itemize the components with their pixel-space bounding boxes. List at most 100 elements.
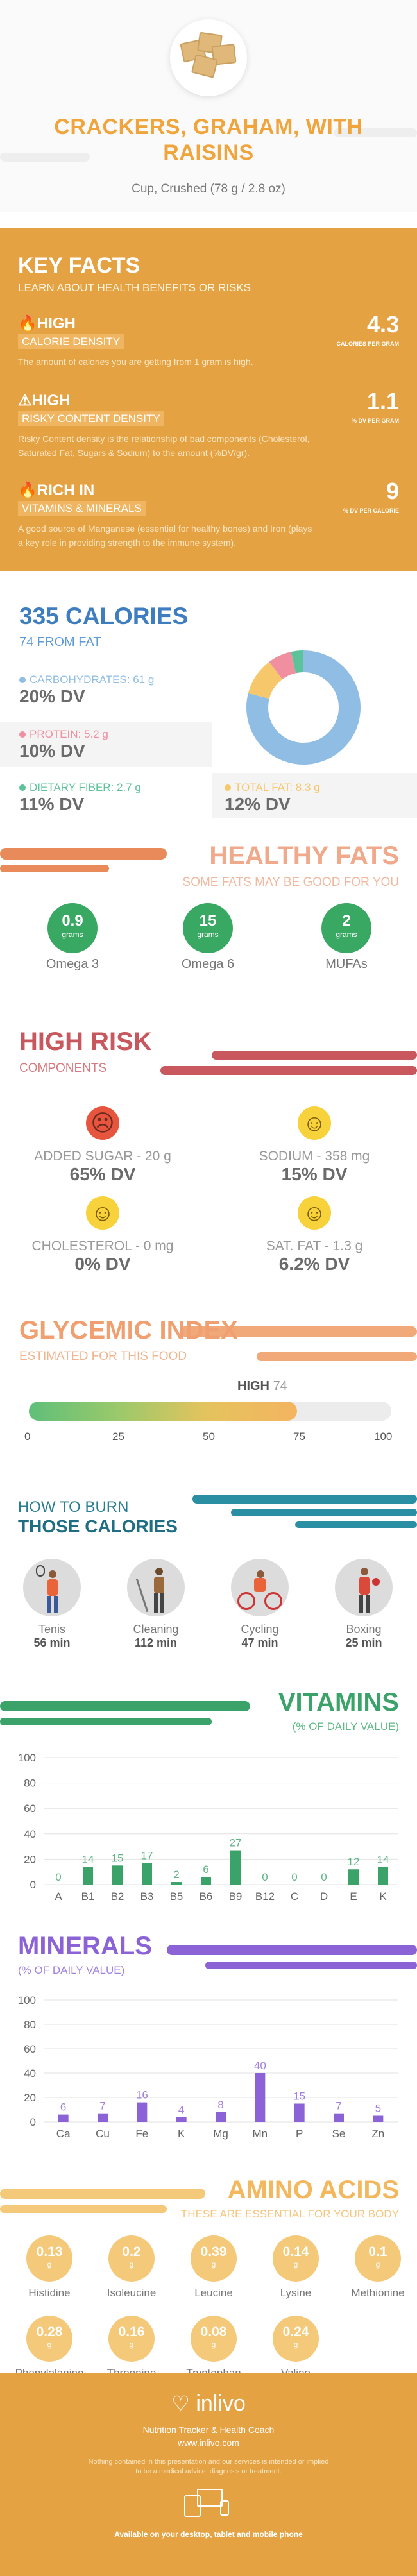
decorative-stripe — [192, 1495, 417, 1504]
bar-B2 — [112, 1865, 123, 1885]
amino-subtitle: THESE ARE ESSENTIAL FOR YOUR BODY — [180, 2208, 399, 2220]
glycemic-bar-fill — [29, 1402, 298, 1421]
key-fact-item: ⚠HIGH RISKY CONTENT DENSITY Risky Conten… — [18, 391, 319, 460]
risk-dv: 15% DV — [281, 1164, 348, 1184]
header-section: CRACKERS, GRAHAM, WITH RAISINS Cup, Crus… — [0, 0, 417, 212]
x-tick-label: B9 — [229, 1890, 243, 1902]
footer-url[interactable]: www.inlivo.com — [178, 2437, 239, 2448]
x-tick-label: D — [320, 1890, 328, 1902]
amino-acid-value: 0.08 — [200, 2325, 227, 2339]
glycemic-tick: 50 — [203, 1430, 215, 1443]
nutrient-protein: PROTEIN: 5.2 g 10% DV — [19, 728, 108, 761]
nutrient-label: TOTAL FAT: 8.3 g — [235, 781, 320, 793]
calories-section: 335 CALORIES 74 FROM FAT CARBOHYDRATES: … — [0, 590, 417, 834]
risk-item-sodium: ☺ SODIUM - 358 mg 15% DV — [231, 1106, 398, 1185]
minerals-subtitle: (% OF DAILY VALUE) — [18, 1964, 125, 1976]
data-label: 40 — [254, 2060, 266, 2072]
activity-boxing: Boxing 25 min — [316, 1559, 412, 1650]
flame-icon: 🔥 — [18, 482, 37, 499]
x-tick-label: Mn — [253, 2128, 268, 2140]
x-tick-label: C — [291, 1890, 298, 1902]
amino-acid-badge: 0.39 g — [191, 2235, 237, 2282]
amino-acid-item: 0.13 g Histidine — [8, 2235, 91, 2300]
activity-cycling: Cycling 47 min — [212, 1559, 308, 1650]
fat-badge: 2 grams — [321, 903, 371, 953]
bar-Ca — [58, 2114, 69, 2122]
risk-item-sat-fat: ☺ SAT. FAT - 1.3 g 6.2% DV — [231, 1196, 398, 1275]
devices-icon — [184, 2487, 233, 2520]
nutrient-dv: 20% DV — [19, 686, 85, 706]
activity-minutes: 47 min — [241, 1636, 278, 1649]
decorative-stripe — [0, 865, 109, 872]
brand-name: inlivo — [196, 2391, 246, 2416]
amino-acid-badge: 0.24 g — [273, 2316, 319, 2362]
data-label: 2 — [173, 1868, 179, 1881]
donut-slice-carbohydrates — [246, 650, 361, 765]
key-fact-value: 4.3 — [366, 311, 399, 337]
footer: ♡ inlivo Nutrition Tracker & Health Coac… — [0, 2373, 417, 2576]
healthy-fats-section: HEALTHY FATS SOME FATS MAY BE GOOD FOR Y… — [0, 834, 417, 1007]
glycemic-subtitle: ESTIMATED FOR THIS FOOD — [19, 1350, 187, 1363]
food-image — [170, 19, 247, 96]
glycemic-title: GLYCEMIC INDEX — [19, 1316, 238, 1344]
nutrient-label: PROTEIN: 5.2 g — [30, 728, 108, 740]
key-fact-unit: % DV PER GRAM — [351, 418, 399, 424]
activity-minutes: 25 min — [345, 1636, 382, 1649]
amino-acid-unit: g — [375, 2260, 380, 2269]
bar-B5 — [171, 1882, 182, 1885]
decorative-stripe — [0, 153, 90, 162]
flame-icon: 🔥 — [18, 315, 37, 332]
activity-tennis: Tenis 56 min — [4, 1559, 100, 1650]
healthy-fats-subtitle: SOME FATS MAY BE GOOD FOR YOU — [182, 876, 399, 889]
key-fact-description: Risky Content density is the relationshi… — [18, 434, 310, 458]
data-label: 0 — [55, 1871, 61, 1883]
cleaning-person-icon — [127, 1559, 185, 1616]
calories-from-fat: 74 FROM FAT — [19, 635, 101, 649]
footer-disclaimer-2: to be a medical advice, diagnosis or tre… — [135, 2468, 282, 2475]
row-background — [212, 773, 417, 818]
decorative-stripe — [334, 128, 417, 137]
high-risk-subtitle: COMPONENTS — [19, 1062, 107, 1075]
bar-P — [294, 2103, 305, 2122]
data-label: 6 — [60, 2101, 66, 2114]
glycemic-level: HIGH — [237, 1379, 269, 1393]
burn-title-line2: THOSE CALORIES — [18, 1516, 178, 1536]
risk-item-added-sugar: ☹ ADDED SUGAR - 20 g 65% DV — [19, 1106, 186, 1185]
key-fact-tag: HIGH — [37, 315, 76, 332]
healthy-fats-title: HEALTHY FATS — [209, 842, 399, 870]
fat-item-omega3: 0.9 grams Omega 3 — [24, 903, 121, 972]
data-label: 27 — [230, 1837, 242, 1849]
risk-dv: 65% DV — [69, 1164, 136, 1184]
vitamins-bar-chart: 0 20 40 60 80 100 0 A 14 B1 15 B2 17 B3 2 B5 6 B6 27 B9 0 B12… — [18, 1752, 398, 1902]
risk-label: CHOLESTEROL - 0 mg — [31, 1239, 174, 1253]
data-label: 14 — [377, 1853, 389, 1865]
y-tick-label: 0 — [30, 1879, 36, 1891]
minerals-bar-chart: 0 20 40 60 80 100 6 Ca 7 Cu 16 Fe 4 K 8 Mg 40 Mn 15 P 7 Se 5 Zn — [18, 1994, 398, 2140]
amino-acid-badge: 0.08 g — [191, 2316, 237, 2362]
bar-Mn — [255, 2073, 266, 2122]
x-tick-label: Zn — [371, 2128, 384, 2140]
vitamins-section: VITAMINS (% OF DAILY VALUE) 0 20 40 60 80 100… — [0, 1687, 417, 1918]
legend-dot — [225, 784, 231, 791]
risk-label: ADDED SUGAR - 20 g — [34, 1149, 171, 1164]
data-label: 4 — [178, 2103, 184, 2115]
key-fact-unit: CALORIES PER GRAM — [336, 341, 399, 347]
key-fact-description: A good source of Manganese (essential fo… — [18, 523, 312, 548]
amino-acid-unit: g — [293, 2260, 298, 2269]
data-label: 7 — [99, 2100, 105, 2112]
bar-Fe — [137, 2102, 148, 2122]
y-tick-label: 80 — [24, 1777, 36, 1790]
y-tick-label: 100 — [18, 1752, 36, 1764]
donut-slice-protein — [269, 652, 296, 680]
footer-availability: Available on your desktop, tablet and mo… — [114, 2530, 303, 2539]
activity-minutes: 56 min — [33, 1636, 71, 1649]
decorative-stripe — [167, 1945, 417, 1955]
fat-badge: 0.9 grams — [47, 903, 98, 953]
data-label: 5 — [375, 2103, 381, 2115]
amino-acid-unit: g — [293, 2340, 298, 2349]
nutrient-total-fat: TOTAL FAT: 8.3 g 12% DV — [225, 781, 320, 815]
amino-acid-name: Methionine — [351, 2287, 405, 2299]
activity-minutes: 112 min — [134, 1636, 178, 1649]
amino-acid-name: Isoleucine — [106, 2287, 157, 2299]
fat-badge: 15 grams — [183, 903, 233, 953]
